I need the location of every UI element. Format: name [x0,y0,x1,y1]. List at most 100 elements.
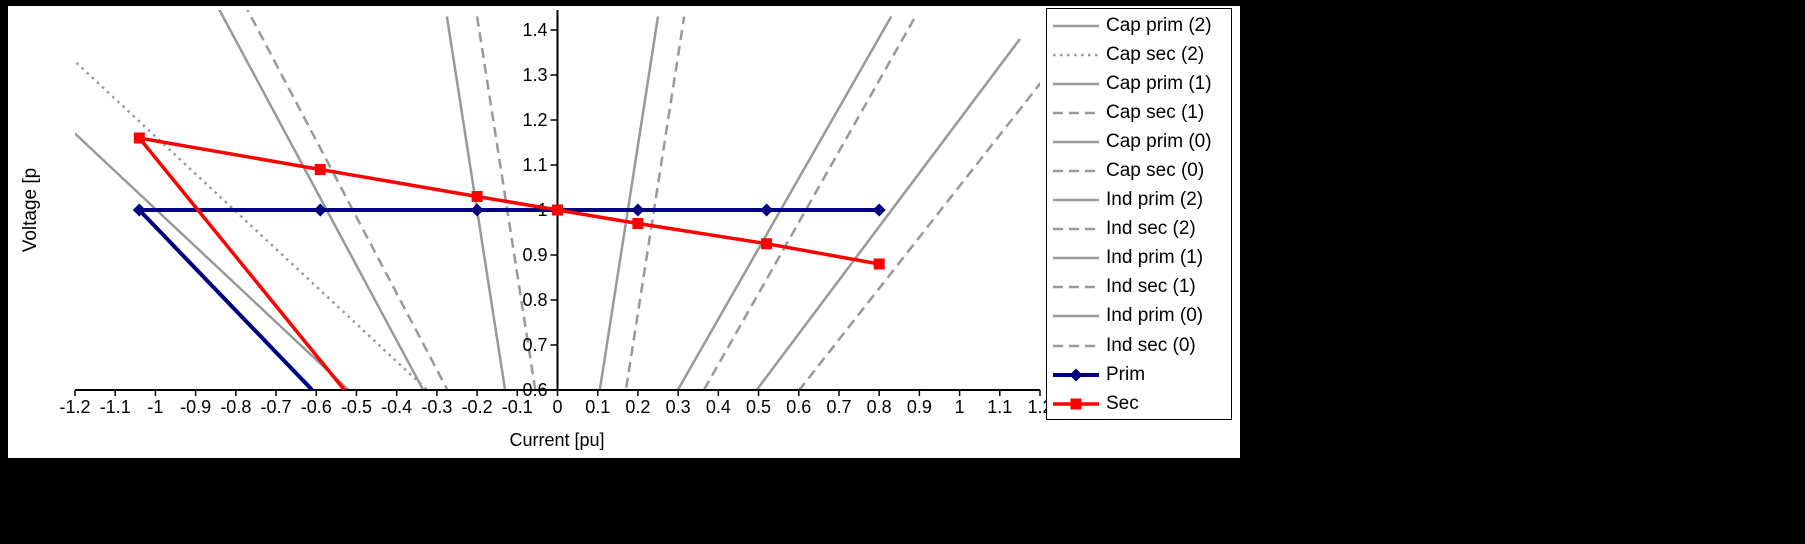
series-line-cap-prim-2 [75,131,351,390]
x-tick-label: 0 [552,397,562,417]
legend-item-ind-sec-2: Ind sec (2) [1051,215,1231,244]
legend-item-ind-prim-2: Ind prim (2) [1051,186,1231,215]
legend: Cap prim (2) Cap sec (2) Cap prim (1) Cap s… [1046,8,1232,420]
x-tick-label: 1 [955,397,965,417]
legend-line-sample [1053,344,1099,347]
legend-marker-square [1070,398,1082,410]
legend-item-label: Ind sec (0) [1106,334,1196,356]
background-series [75,10,1040,390]
marker-square [314,164,326,175]
x-tick-label: 0.2 [625,397,650,417]
legend-line-sample [1053,227,1099,231]
y-tick-label: 1.1 [522,155,547,175]
y-tick-label: 1.3 [522,65,547,85]
marker-diamond [631,203,645,217]
marker-square [133,132,145,144]
legend-item-ind-prim-0: Ind prim (0) [1051,302,1231,331]
x-tick-label: 1.1 [987,397,1012,417]
legend-marker-diamond [1069,368,1083,382]
legend-line-sample [1053,315,1099,318]
legend-line-sample [1053,82,1099,85]
x-tick-label: 0.5 [746,397,771,417]
legend-item-cap-sec-0: Cap sec (0) [1051,156,1231,185]
x-tick-label: -0.8 [220,397,251,417]
legend-item-label: Cap sec (2) [1106,43,1205,65]
x-tick-label: -0.9 [180,397,211,417]
legend-item-label: Ind prim (2) [1106,189,1204,211]
y-axis-title: Voltage [p [20,167,41,253]
x-tick-label: -0.7 [261,397,292,417]
legend-item-cap-prim-2: Cap prim (2) [1051,11,1231,40]
legend-line-sample [1053,169,1099,173]
legend-item-label: Ind sec (1) [1106,276,1196,298]
series-line-sec [134,135,880,390]
x-tick-label: 0.8 [867,397,892,417]
legend-line-sample [1053,398,1099,410]
legend-item-label: Ind prim (0) [1106,305,1204,327]
y-tick-label: 0.7 [522,335,547,355]
y-tick-label: 0.9 [522,245,547,265]
legend-line-sample [1053,286,1099,289]
x-tick-label: 0.7 [826,397,851,417]
legend-line-sample [1053,24,1099,27]
x-tick-label: 0.6 [786,397,811,417]
legend-item-label: Cap prim (1) [1106,72,1212,94]
y-tick-label: 0.6 [522,380,547,400]
x-tick-label: -0.1 [502,397,533,417]
legend-item-label: Cap sec (0) [1106,160,1205,182]
marker-square [552,204,563,216]
legend-line-sample [1053,257,1099,260]
marker-square [873,258,885,270]
series-line-ind-prim-0 [755,38,1021,390]
legend-line-sample [1053,198,1099,202]
y-tick-label: 0.8 [522,290,547,310]
x-tick-label: -0.2 [462,397,493,417]
series-line-ind-sec-0 [797,81,1040,390]
x-axis-title: Current [pu] [509,430,605,450]
legend-item-label: Cap prim (2) [1106,14,1212,36]
series-line-cap-sec-2 [75,59,430,390]
marker-diamond [470,203,484,217]
legend-item-sec: Sec [1051,389,1231,418]
x-tick-label: -0.3 [421,397,452,417]
legend-item-label: Ind sec (2) [1106,218,1196,240]
series-line-cap-sec-1 [246,10,449,390]
legend-item-ind-prim-1: Ind prim (1) [1051,244,1231,273]
y-tick-label: 1.4 [522,20,547,40]
marker-square [471,191,483,202]
legend-item-cap-prim-0: Cap prim (0) [1051,127,1231,156]
y-tick-label: 1.2 [522,110,547,130]
marker-diamond [872,203,886,217]
series-line-cap-prim-1 [218,10,425,390]
x-tick-label: 0.3 [666,397,691,417]
legend-item-label: Cap sec (1) [1106,101,1205,123]
legend-item-cap-sec-2: Cap sec (2) [1051,40,1231,69]
x-tick-label: -0.5 [341,397,372,417]
x-tick-label: -1.2 [59,397,90,417]
legend-item-label: Ind prim (1) [1106,247,1204,269]
legend-item-label: Sec [1106,392,1139,414]
legend-line-sample [1053,53,1099,56]
series-line-ind-sec-1 [702,15,917,390]
legend-item-cap-prim-1: Cap prim (1) [1051,69,1231,98]
marker-diamond [132,203,146,217]
marker-square [761,238,773,250]
legend-item-ind-sec-0: Ind sec (0) [1051,331,1231,360]
marker-square [632,218,644,229]
marker-diamond [760,203,774,217]
foreground-series [132,132,886,390]
marker-diamond [313,203,327,217]
x-tick-label: -1.1 [100,397,131,417]
legend-line-sample [1053,368,1099,382]
legend-line-sample [1053,140,1099,144]
legend-line-sample [1053,111,1099,115]
x-tick-label: -0.4 [381,397,412,417]
legend-item-label: Prim [1106,363,1146,385]
legend-item-label: Cap prim (0) [1106,130,1212,152]
legend-item-ind-sec-1: Ind sec (1) [1051,273,1231,302]
x-tick-label: -1 [147,397,163,417]
series-line-prim [134,208,880,390]
chart: -1.2 -1.1 -1 -0.9 -0.8 -0.7 -0.6 -0.5 -0.4 -0.3 -0… [8,6,1240,458]
legend-item-prim: Prim [1051,360,1231,389]
x-tick-label: -0.6 [301,397,332,417]
